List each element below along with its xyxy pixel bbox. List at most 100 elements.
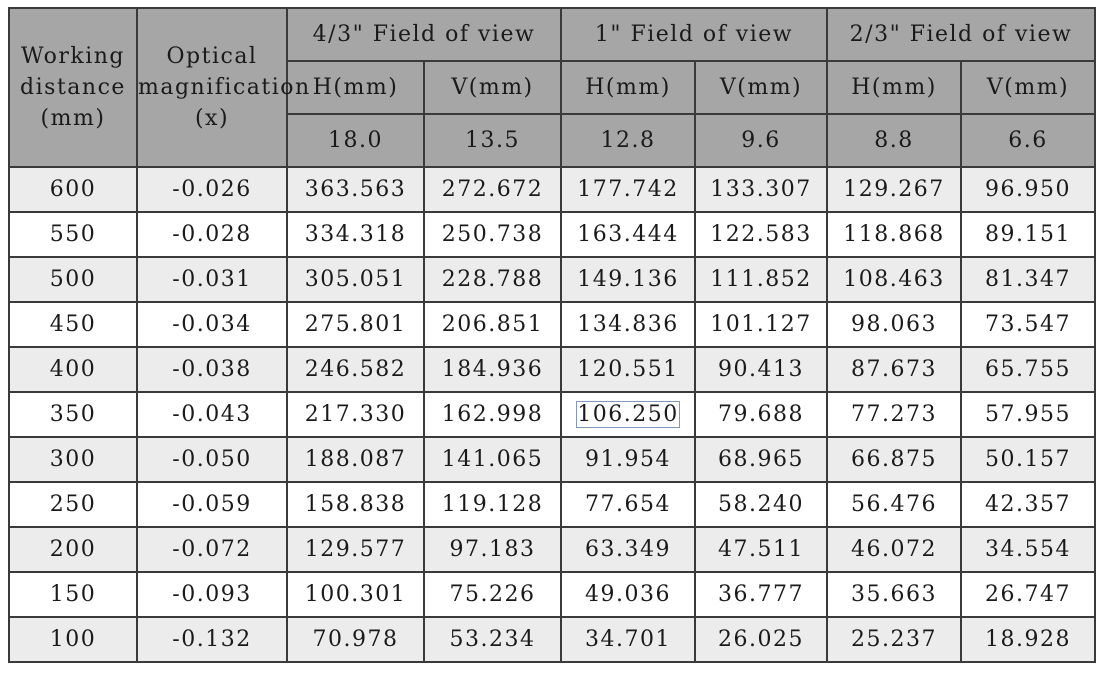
sensor-size-v: 6.6 [960,113,1096,168]
fov-4-3-v-cell: 162.998 [423,391,562,438]
fov-group-header-2-3: 2/3" Field of view [826,7,1096,62]
table-row: 350 -0.043 217.330 162.998 106.250 79.688 77.2… [8,391,1096,438]
working-distance-cell: 200 [8,526,138,573]
fov-4-3-h-cell: 305.051 [286,256,425,303]
table-row: 550 -0.028 334.318 250.738 163.444 122.583 118… [8,211,1096,258]
fov-2-3-h-cell: 35.663 [826,571,962,618]
fov-1-v-cell: 133.307 [694,166,828,213]
sensor-size-h: 12.8 [560,113,696,168]
working-distance-cell: 300 [8,436,138,483]
column-header-h: H(mm) [826,60,962,115]
fov-4-3-h-cell: 217.330 [286,391,425,438]
fov-group-header-1: 1" Field of view [560,7,828,62]
sensor-size-h: 8.8 [826,113,962,168]
fov-4-3-h-cell: 70.978 [286,616,425,663]
linked-value[interactable]: 106.250 [576,401,680,428]
fov-4-3-v-cell: 75.226 [423,571,562,618]
fov-4-3-v-cell: 184.936 [423,346,562,393]
fov-4-3-h-cell: 246.582 [286,346,425,393]
fov-1-v-cell: 90.413 [694,346,828,393]
fov-1-v-cell: 58.240 [694,481,828,528]
working-distance-header: Working distance (mm) [8,7,138,168]
fov-2-3-v-cell: 81.347 [960,256,1096,303]
table-row: 300 -0.050 188.087 141.065 91.954 68.965 66.87… [8,436,1096,483]
magnification-cell: -0.026 [136,166,288,213]
working-distance-cell: 250 [8,481,138,528]
table-row: 100 -0.132 70.978 53.234 34.701 26.025 25.237 1… [8,616,1096,663]
fov-4-3-h-cell: 158.838 [286,481,425,528]
sensor-size-v: 9.6 [694,113,828,168]
fov-1-h-cell: 177.742 [560,166,696,213]
fov-1-h-cell: 134.836 [560,301,696,348]
fov-2-3-v-cell: 18.928 [960,616,1096,663]
fov-4-3-h-cell: 188.087 [286,436,425,483]
fov-1-h-cell: 63.349 [560,526,696,573]
fov-2-3-h-cell: 129.267 [826,166,962,213]
fov-group-header-4-3: 4/3" Field of view [286,7,562,62]
fov-1-h-cell: 163.444 [560,211,696,258]
working-distance-cell: 600 [8,166,138,213]
fov-4-3-h-cell: 334.318 [286,211,425,258]
fov-2-3-v-cell: 96.950 [960,166,1096,213]
fov-2-3-v-cell: 34.554 [960,526,1096,573]
fov-2-3-v-cell: 42.357 [960,481,1096,528]
fov-1-v-cell: 111.852 [694,256,828,303]
fov-spec-table: Working distance (mm) Optical magnificat… [8,7,1096,663]
magnification-cell: -0.038 [136,346,288,393]
magnification-cell: -0.072 [136,526,288,573]
sensor-size-v: 13.5 [423,113,562,168]
fov-2-3-h-cell: 108.463 [826,256,962,303]
fov-2-3-h-cell: 98.063 [826,301,962,348]
working-distance-cell: 100 [8,616,138,663]
magnification-cell: -0.034 [136,301,288,348]
fov-1-h-cell: 49.036 [560,571,696,618]
table-row: 400 -0.038 246.582 184.936 120.551 90.413 87.6… [8,346,1096,393]
fov-4-3-v-cell: 250.738 [423,211,562,258]
fov-2-3-h-cell: 56.476 [826,481,962,528]
fov-4-3-v-cell: 206.851 [423,301,562,348]
fov-1-v-cell: 101.127 [694,301,828,348]
fov-4-3-h-cell: 129.577 [286,526,425,573]
fov-1-h-cell: 77.654 [560,481,696,528]
fov-1-v-cell: 79.688 [694,391,828,438]
magnification-cell: -0.093 [136,571,288,618]
column-header-v: V(mm) [423,60,562,115]
fov-1-h-cell: 34.701 [560,616,696,663]
fov-2-3-h-cell: 46.072 [826,526,962,573]
table-body: 600 -0.026 363.563 272.672 177.742 133.307 129… [8,166,1096,663]
working-distance-cell: 550 [8,211,138,258]
table-row: 500 -0.031 305.051 228.788 149.136 111.852 108… [8,256,1096,303]
fov-4-3-h-cell: 363.563 [286,166,425,213]
magnification-cell: -0.031 [136,256,288,303]
table-header: Working distance (mm) Optical magnificat… [8,7,1096,168]
column-header-v: V(mm) [960,60,1096,115]
working-distance-cell: 350 [8,391,138,438]
column-header-h: H(mm) [286,60,425,115]
fov-1-v-cell: 68.965 [694,436,828,483]
fov-4-3-v-cell: 119.128 [423,481,562,528]
fov-4-3-h-cell: 100.301 [286,571,425,618]
fov-4-3-h-cell: 275.801 [286,301,425,348]
column-header-v: V(mm) [694,60,828,115]
fov-4-3-v-cell: 228.788 [423,256,562,303]
working-distance-cell: 500 [8,256,138,303]
column-header-h: H(mm) [560,60,696,115]
fov-1-h-cell: 106.250 [560,391,696,438]
fov-2-3-v-cell: 57.955 [960,391,1096,438]
fov-4-3-v-cell: 141.065 [423,436,562,483]
magnification-cell: -0.059 [136,481,288,528]
working-distance-cell: 450 [8,301,138,348]
fov-1-h-cell: 149.136 [560,256,696,303]
magnification-cell: -0.043 [136,391,288,438]
fov-2-3-h-cell: 87.673 [826,346,962,393]
magnification-cell: -0.050 [136,436,288,483]
magnification-cell: -0.028 [136,211,288,258]
fov-4-3-v-cell: 272.672 [423,166,562,213]
fov-2-3-v-cell: 26.747 [960,571,1096,618]
working-distance-cell: 150 [8,571,138,618]
fov-2-3-h-cell: 77.273 [826,391,962,438]
fov-1-v-cell: 36.777 [694,571,828,618]
fov-2-3-v-cell: 73.547 [960,301,1096,348]
fov-4-3-v-cell: 53.234 [423,616,562,663]
fov-1-v-cell: 47.511 [694,526,828,573]
